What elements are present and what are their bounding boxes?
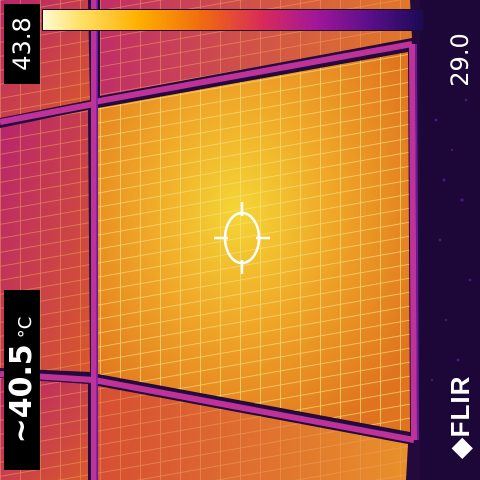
spot-reading-box: ~40.5 °C (4, 290, 40, 470)
temperature-unit: °C (15, 316, 36, 339)
spot-temperature-value: ~40.5 (4, 344, 39, 444)
temperature-palette-bar (42, 9, 424, 31)
scale-max-label: 43.8 (8, 17, 36, 71)
flir-logo: ◆FLIR (445, 375, 475, 459)
spot-meter-crosshair-icon (214, 202, 270, 274)
spot-temperature-reading: ~40.5 °C (4, 294, 39, 466)
scale-max-box: 43.8 (4, 4, 40, 84)
scale-min-label: 29.0 (446, 33, 474, 87)
